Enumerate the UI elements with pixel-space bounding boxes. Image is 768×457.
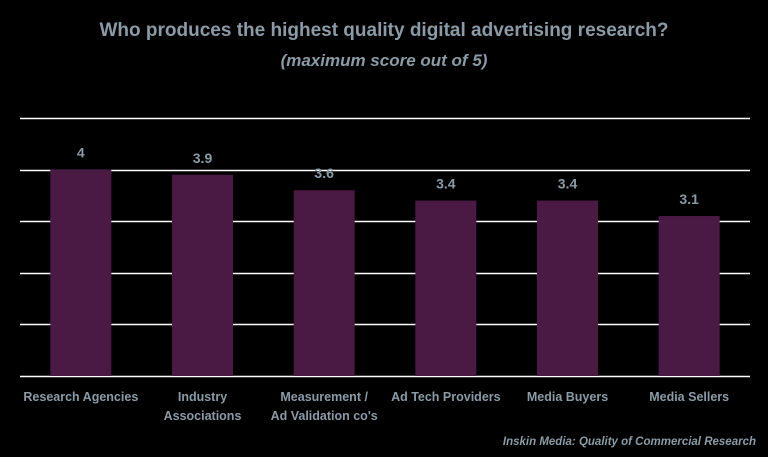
category-label: Ad Tech Providers [391,390,501,404]
category-label: Industry Associations [164,390,242,423]
value-label: 3.9 [193,150,213,166]
chart-title: Who produces the highest quality digital… [99,20,669,41]
value-label: 3.6 [314,165,334,181]
category-labels: Research Agencies Industry Associations Mea… [23,390,729,423]
bar [658,216,720,376]
value-label: 3.1 [679,191,699,207]
category-label: Media Buyers [527,390,608,404]
bar [537,200,598,376]
value-label: 3.4 [558,176,578,192]
bar [293,190,355,376]
chart-subtitle: (maximum score out of 5) [280,51,488,70]
category-label: Measurement / Ad Validation co's [271,390,378,423]
gridlines [20,117,750,378]
bar [172,174,233,376]
value-labels: 4 3.9 3.6 3.4 3.4 3.1 [77,145,699,207]
value-label: 4 [77,145,85,161]
bar [50,169,112,376]
bars [50,169,720,376]
source-note: Inskin Media: Quality of Commercial Rese… [502,436,756,448]
category-label: Media Sellers [649,390,729,404]
value-label: 3.4 [436,176,456,192]
bar [415,200,477,376]
category-label: Research Agencies [23,390,138,404]
